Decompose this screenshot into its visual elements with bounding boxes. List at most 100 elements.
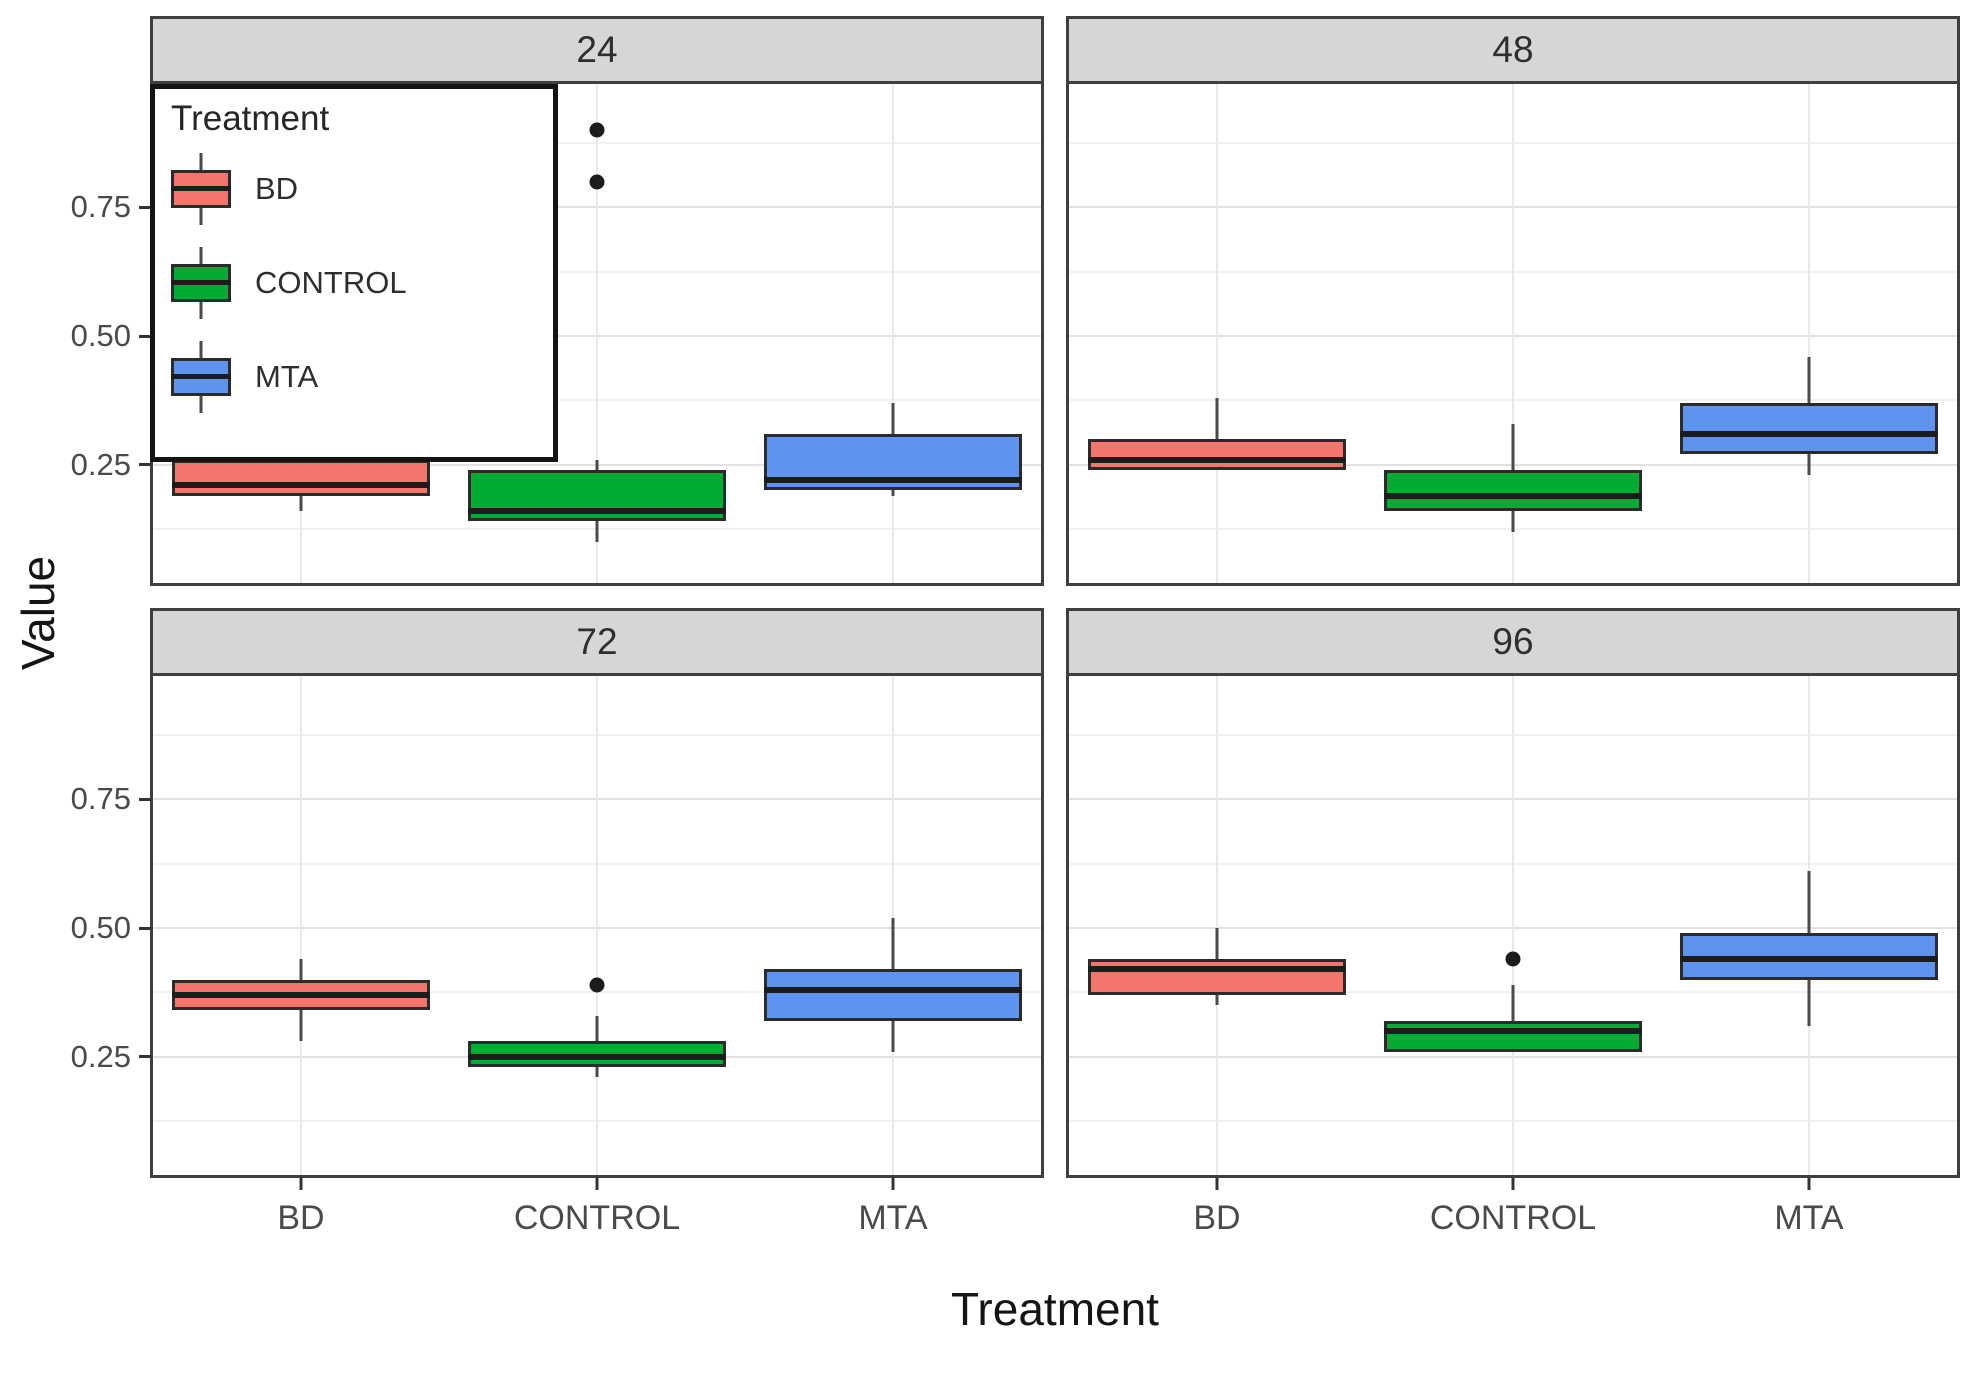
outlier-point-CONTROL [589, 977, 605, 993]
legend-item-CONTROL: CONTROL [171, 247, 553, 319]
box-MTA [1680, 402, 1938, 455]
legend-key-boxplot-icon [171, 341, 231, 413]
median-BD [1088, 966, 1346, 973]
whisker-upper-CONTROL [595, 1015, 599, 1042]
legend-key-median [171, 186, 231, 191]
legend-key-median [171, 374, 231, 379]
median-CONTROL [1384, 492, 1642, 499]
box-CONTROL [1384, 1020, 1642, 1052]
facet-grid: 24 0.75 0.50 0.25 Treatment BD CONTROL MTA 48 72 0… [71, 16, 1960, 1237]
legend-entry-label: MTA [255, 359, 319, 394]
median-MTA [764, 986, 1022, 993]
whisker-lower-BD [1215, 994, 1219, 1006]
x-tick-label-CONTROL: CONTROL [513, 1199, 681, 1237]
box-CONTROL [1384, 469, 1642, 511]
x-axis-tick [299, 1177, 303, 1190]
box-BD [172, 459, 430, 496]
median-BD [172, 482, 430, 489]
median-CONTROL [468, 507, 726, 514]
x-tick-label-BD: BD [1193, 1199, 1241, 1237]
y-tick-label: 0.75 [70, 189, 131, 225]
legend-title: Treatment [171, 99, 330, 138]
x-axis-tick [891, 1177, 895, 1190]
facet-48: 48 [1066, 16, 1960, 586]
box-MTA [764, 969, 1022, 1021]
facet-strip-24: 24 [150, 16, 1044, 84]
legend-entry-label: BD [255, 171, 299, 206]
whisker-upper-BD [1215, 397, 1219, 439]
median-MTA [764, 477, 1022, 484]
facet-panel-96: BD CONTROL MTA [1066, 676, 1960, 1237]
whisker-upper-MTA [1807, 356, 1811, 403]
whisker-lower-CONTROL [595, 1066, 599, 1078]
median-BD [172, 991, 430, 998]
whisker-lower-MTA [1807, 979, 1811, 1026]
facet-panel-72: 0.75 0.50 0.25 BD CONTROL MTA [71, 676, 1044, 1237]
outlier-point-CONTROL [1505, 951, 1521, 967]
legend-key-boxplot-icon [171, 153, 231, 225]
y-tick-label: 0.50 [70, 318, 131, 354]
legend-entry-label: CONTROL [255, 265, 407, 300]
x-tick-label-MTA: MTA [858, 1199, 928, 1237]
y-tick-label: 0.25 [70, 446, 131, 482]
whisker-lower-CONTROL [1511, 510, 1515, 532]
facet-72: 72 0.75 0.50 0.25 BD CONTROL MTA [71, 608, 1044, 1237]
vertical-gridline [596, 84, 598, 583]
y-axis-title: Value [12, 555, 64, 671]
facet-24: 24 0.75 0.50 0.25 Treatment BD CONTROL MTA [71, 16, 1044, 586]
vertical-gridline [1512, 84, 1514, 583]
facet-panel-24: 0.75 0.50 0.25 Treatment BD CONTROL MTA [71, 84, 1044, 586]
y-axis-tick [139, 1055, 151, 1059]
median-CONTROL [1384, 1027, 1642, 1034]
whisker-lower-MTA [891, 1020, 895, 1052]
y-tick-label: 0.25 [70, 1038, 131, 1074]
whisker-lower-MTA [1807, 454, 1811, 475]
vertical-gridline [1216, 84, 1218, 583]
x-tick-label-BD: BD [277, 1199, 325, 1237]
legend-item-BD: BD [171, 153, 553, 225]
legend: Treatment BD CONTROL MTA [150, 84, 558, 462]
vertical-gridline [891, 84, 894, 583]
y-tick-label: 0.75 [70, 781, 131, 817]
vertical-gridline [1512, 676, 1514, 1175]
whisker-upper-CONTROL [1511, 984, 1515, 1021]
vertical-gridline [1807, 84, 1810, 583]
x-tick-label-MTA: MTA [1774, 1199, 1844, 1237]
whisker-upper-MTA [891, 917, 895, 970]
median-MTA [1680, 955, 1938, 962]
whisker-lower-BD [299, 495, 303, 511]
y-axis-tick [139, 205, 151, 209]
legend-key-median [171, 280, 231, 285]
y-axis-tick [139, 926, 151, 930]
x-tick-label-CONTROL: CONTROL [1429, 1199, 1597, 1237]
whisker-lower-MTA [891, 490, 895, 496]
whisker-lower-CONTROL [595, 521, 599, 542]
whisker-upper-BD [1215, 928, 1219, 959]
facet-strip-96: 96 [1066, 608, 1960, 676]
vertical-gridline [1216, 676, 1218, 1175]
box-BD [1088, 958, 1346, 995]
whisker-upper-BD [299, 958, 303, 980]
whisker-lower-BD [299, 1010, 303, 1042]
facet-strip-72: 72 [150, 608, 1044, 676]
y-axis-tick [139, 334, 151, 338]
median-MTA [1680, 430, 1938, 437]
whisker-upper-MTA [1807, 871, 1811, 934]
legend-item-MTA: MTA [171, 341, 553, 413]
y-tick-label: 0.50 [70, 910, 131, 946]
box-BD [1088, 438, 1346, 470]
median-BD [1088, 456, 1346, 463]
outlier-point-CONTROL [589, 122, 605, 138]
x-axis-tick [1807, 1177, 1811, 1190]
facet-strip-48: 48 [1066, 16, 1960, 84]
x-axis-title: Treatment [951, 1283, 1159, 1335]
vertical-gridline [596, 676, 598, 1175]
whisker-upper-CONTROL [1511, 423, 1515, 470]
x-axis-tick [595, 1177, 599, 1190]
whisker-upper-CONTROL [595, 459, 599, 470]
legend-key-boxplot-icon [171, 247, 231, 319]
x-axis-tick [1511, 1177, 1515, 1190]
facet-panel-48 [1066, 84, 1960, 586]
outlier-point-CONTROL [589, 174, 605, 190]
